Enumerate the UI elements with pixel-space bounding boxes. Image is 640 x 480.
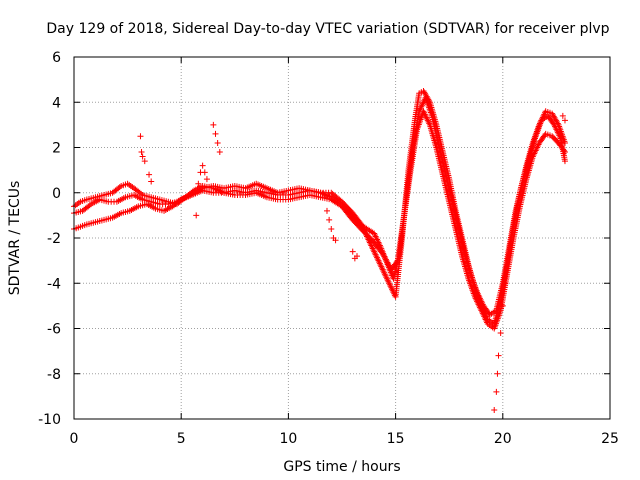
data-point	[148, 178, 155, 185]
series-track-c	[71, 94, 568, 318]
x-tick-label: 0	[70, 431, 79, 447]
data-point	[203, 176, 210, 183]
data-point	[201, 169, 208, 176]
plot-frame	[73, 56, 611, 420]
x-tick-label: 15	[387, 431, 405, 447]
data-point	[493, 388, 500, 395]
y-axis-label: SDTVAR / TECUs	[7, 181, 23, 296]
y-tick-label: -8	[47, 367, 61, 383]
data-point	[491, 406, 498, 413]
data-point	[141, 158, 148, 165]
data-point	[497, 330, 504, 337]
data-point	[216, 149, 223, 156]
data-point	[328, 225, 335, 232]
data-point	[499, 302, 506, 309]
data-point	[210, 121, 217, 128]
data-point	[561, 139, 568, 146]
data-point	[146, 171, 153, 178]
data-point	[195, 180, 202, 187]
y-tick-label: 2	[52, 141, 61, 157]
data-point	[199, 162, 206, 169]
data-point	[193, 212, 200, 219]
y-tick-label: -10	[38, 412, 61, 428]
data-point	[138, 149, 145, 156]
x-axis-label: GPS time / hours	[283, 459, 400, 475]
data-point	[541, 132, 548, 139]
data-point	[559, 112, 566, 119]
data-point	[495, 352, 502, 359]
y-tick-label: 4	[52, 95, 61, 111]
series-isolated-arcs	[137, 112, 568, 413]
y-tick-label: 0	[52, 186, 61, 202]
data-point	[189, 188, 196, 195]
series-track-b	[71, 108, 568, 332]
data-point	[561, 158, 568, 165]
data-point	[501, 280, 508, 287]
data-point	[137, 133, 144, 140]
data-point	[326, 216, 333, 223]
y-tick-label: 6	[52, 50, 61, 66]
x-tick-label: 25	[601, 431, 619, 447]
data-point	[332, 237, 339, 244]
y-tick-label: -6	[47, 322, 61, 338]
data-point	[116, 184, 123, 191]
data-point	[86, 202, 93, 209]
data-point	[212, 130, 219, 137]
data-point	[323, 207, 330, 214]
x-tick-label: 20	[494, 431, 512, 447]
x-tick-label: 10	[279, 431, 297, 447]
grid	[74, 57, 610, 419]
chart-title: Day 129 of 2018, Sidereal Day-to-day VTE…	[46, 21, 609, 37]
data-point	[214, 139, 221, 146]
x-tick-label: 5	[177, 431, 186, 447]
data-point	[349, 248, 356, 255]
data-point	[354, 253, 361, 260]
series-track-a	[71, 87, 568, 327]
data-point	[561, 117, 568, 124]
data-points	[71, 87, 568, 413]
axis-ticks: 0 5 10 15 20 25 -10 -8 -6 -4 -2 0 2 4 6	[38, 50, 619, 447]
y-tick-label: -2	[47, 231, 61, 247]
y-tick-label: -4	[47, 276, 61, 292]
data-point	[494, 370, 501, 377]
data-point	[139, 153, 146, 160]
